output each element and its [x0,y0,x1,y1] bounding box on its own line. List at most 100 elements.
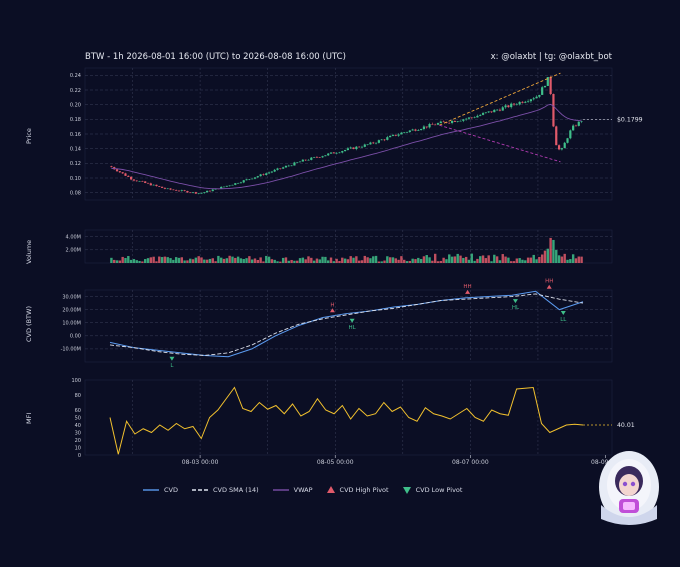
chart-title: BTW - 1h 2026-08-01 16:00 (UTC) to 2026-… [85,52,346,62]
candle-body [225,185,228,187]
volume-bar [349,256,352,263]
candle-body [408,130,411,133]
volume-bar [574,258,578,263]
volume-bar [113,259,116,263]
candle-body [276,168,279,170]
volume-bar [563,253,566,263]
cvd-low-pivot-marker [560,310,566,315]
candle-body [338,152,341,154]
candle-body [118,171,121,173]
candle-body [203,192,206,194]
volume-bar [239,258,243,263]
volume-bar [290,259,293,263]
volume-bar [324,256,327,263]
volume-bar [205,259,209,263]
candle-body [253,177,257,179]
volume-bar [521,259,524,263]
candle-body [177,190,181,192]
volume-bar [341,257,344,263]
candle-body [425,126,428,128]
volume-bar [250,259,254,263]
candle-body [507,105,510,108]
volume-bar [543,250,547,263]
candle-body [563,142,566,149]
volume-bar [419,258,423,263]
chart-legend: CVD CVD SMA (14) VWAP CVD High Pivot CVD… [143,486,462,494]
volume-bar [158,256,161,263]
candle-body [428,124,431,128]
triangle-up-icon [326,486,335,493]
mfi-last-label: 40.01 [617,422,635,429]
candle-body [321,156,324,158]
volume-bar [372,256,375,263]
volume-bar [566,259,569,263]
volume-bar [487,255,490,263]
volume-bar [234,257,237,263]
candle-body [239,182,243,184]
mfi-tick-label: 10 [75,445,81,451]
price-axis-label: Price [25,128,33,144]
volume-bar [197,256,200,263]
volume-bar [569,259,572,263]
mfi-line [109,386,584,455]
candle-body [501,107,504,111]
legend-high-pivot: CVD High Pivot [326,486,389,494]
legend-vwap-label: VWAP [293,486,313,494]
volume-bar [557,255,561,263]
candle-body [245,179,248,181]
candle-body [467,117,471,119]
candle-body [518,101,521,105]
volume-tick-label: 2.00M [66,248,81,254]
candle-body [535,96,538,99]
volume-bar [141,261,144,263]
candle-body [386,137,389,140]
price-tick-label: 0.08 [70,190,81,196]
volume-bar [155,261,158,263]
cvd-axis-label: CVD (BTW) [25,306,33,342]
triangle-down-icon [402,487,411,494]
candle-body [152,184,155,186]
volume-bar [448,254,451,263]
volume-bar [512,261,516,263]
volume-bar [270,259,274,263]
x-tick-label: 08-03 00:00 [182,459,219,466]
trendline-1 [439,124,561,163]
candle-body [180,190,183,191]
candle-body [374,142,378,144]
volume-bar [191,259,195,263]
volume-bar [397,259,400,263]
candle-body [369,142,372,145]
mascot-avatar [599,451,659,525]
volume-bar [124,258,127,263]
volume-bar [433,253,437,263]
candle-body [405,132,409,133]
candle-body [343,150,347,152]
mfi-tick-label: 100 [71,378,81,384]
candle-body [346,148,350,151]
candle-body [146,182,150,184]
candle-body [262,174,265,175]
candle-body [476,115,479,118]
cvd-pivot-label: HH [545,279,553,285]
candle-body [222,186,226,188]
candle-body [265,173,268,175]
volume-bar [422,256,426,263]
volume-bar [245,258,248,263]
candle-body [324,155,327,157]
cvd-tick-label: 20.00M [62,307,81,313]
x-tick-label: 08-07 00:00 [452,459,489,466]
candle-body [487,111,490,113]
candle-body [206,190,209,193]
volume-bar [577,256,580,263]
candle-body [397,134,400,136]
candle-body [189,192,192,194]
volume-bar [529,257,533,263]
volume-bar [462,257,465,263]
price-tick-label: 0.22 [70,88,81,94]
legend-cvd-sma: CVD SMA (14) [192,486,259,494]
volume-axis-label: Volume [25,239,33,264]
candle-body [135,180,138,182]
cvd-tick-label: 10.00M [62,321,81,327]
volume-bar [560,256,564,263]
cvd-pivot-label: HH [463,284,471,290]
